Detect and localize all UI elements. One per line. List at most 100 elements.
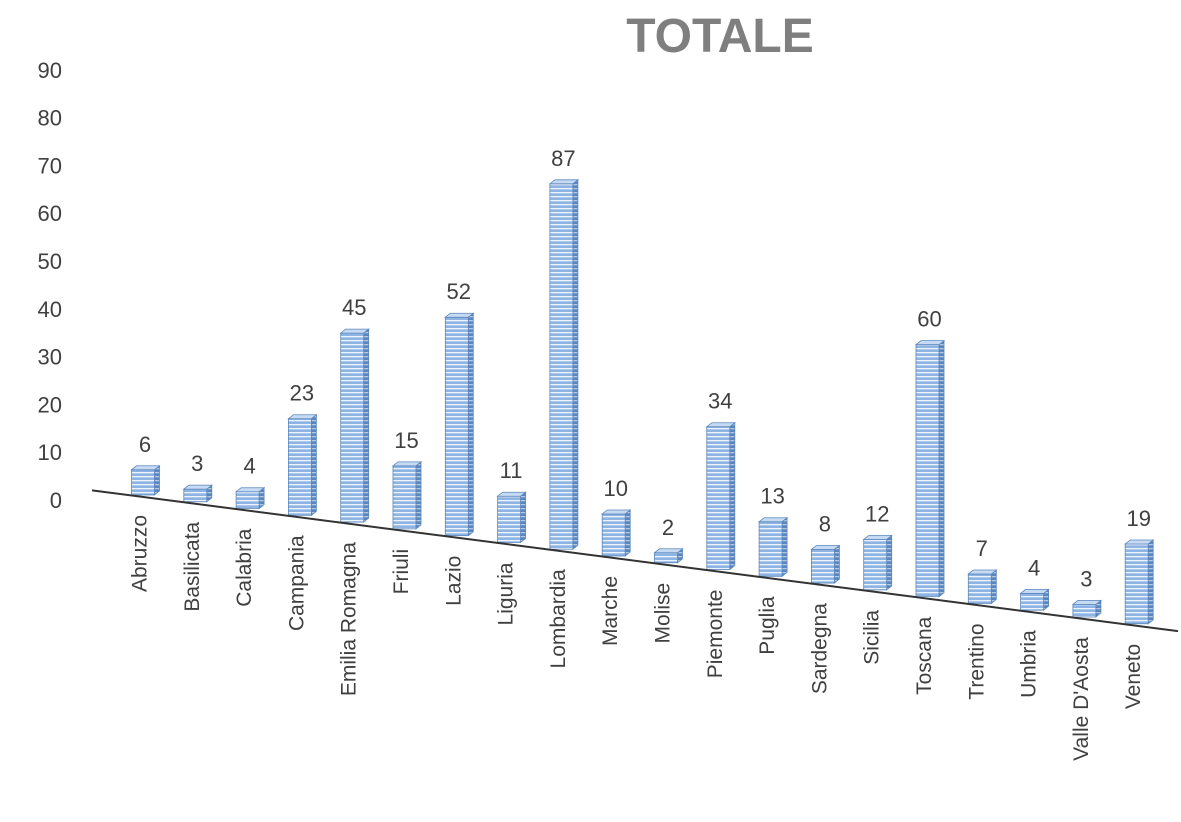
bar-top: [810, 545, 841, 550]
bar-front: [863, 539, 888, 591]
bar-front: [287, 418, 312, 516]
bar: [496, 491, 527, 544]
bar-front: [1124, 543, 1149, 625]
data-label: 4: [243, 454, 255, 479]
x-tick-label: Veneto: [1122, 644, 1145, 709]
bar-front: [497, 495, 522, 543]
bar-top: [601, 509, 632, 515]
bar-front: [1072, 603, 1097, 618]
x-tick-label: Trentino: [965, 623, 988, 699]
y-tick-label: 0: [50, 488, 62, 513]
bar-top: [757, 517, 789, 523]
bar-front: [444, 316, 469, 537]
bar-top: [1019, 589, 1050, 594]
bar-side: [990, 569, 997, 605]
bar-side: [520, 491, 526, 544]
bar: [1071, 599, 1103, 618]
y-tick-label: 30: [38, 345, 62, 370]
data-label: 34: [708, 389, 732, 414]
bar: [862, 534, 893, 591]
bar-side: [886, 534, 893, 591]
x-tick-label: Piemonte: [704, 590, 727, 679]
x-axis-line: [91, 489, 1179, 633]
x-tick-label: Toscana: [913, 616, 936, 695]
y-tick-label: 90: [38, 58, 62, 83]
bar: [444, 312, 475, 537]
data-label: 60: [917, 307, 941, 332]
bar-side: [572, 178, 579, 551]
x-tick-label: Friuli: [390, 549, 413, 595]
y-tick-label: 50: [38, 249, 62, 274]
bar-front: [131, 469, 155, 496]
bar: [810, 544, 841, 584]
bar-top: [653, 548, 684, 554]
bar: [339, 328, 370, 523]
bar-top: [705, 422, 736, 428]
x-tick-label: Campania: [285, 535, 308, 631]
bar-top: [862, 535, 893, 540]
bar-side: [729, 421, 736, 571]
bar: [548, 178, 580, 551]
bar-side: [781, 516, 788, 578]
bar-front: [549, 183, 574, 550]
bar-side: [1147, 539, 1154, 625]
bar-top: [967, 569, 998, 575]
data-label: 15: [394, 428, 418, 453]
bar-top: [287, 414, 318, 420]
x-tick-label: Liguria: [495, 562, 518, 625]
bar: [705, 421, 736, 571]
y-tick-label: 10: [38, 440, 62, 465]
bar-top: [182, 484, 213, 490]
bar-front: [915, 344, 940, 598]
bar: [757, 516, 789, 578]
data-label: 4: [1028, 555, 1040, 580]
bar-front: [654, 552, 678, 564]
x-tick-label: Basilicata: [181, 521, 204, 611]
bar-front: [967, 573, 992, 604]
bar-front: [706, 426, 731, 570]
bar: [182, 484, 213, 503]
bar-top: [1071, 599, 1103, 605]
bar-top: [444, 312, 475, 318]
bar-front: [183, 488, 208, 503]
bar-side: [624, 509, 631, 557]
x-tick-label: Sardegna: [808, 603, 831, 694]
y-tick-label: 20: [38, 392, 62, 417]
bars: [130, 178, 1155, 625]
bar: [1124, 539, 1155, 625]
bar-side: [834, 544, 840, 584]
bar: [914, 339, 946, 598]
bar-top: [339, 328, 370, 334]
bar-top: [548, 179, 580, 185]
bar-front: [340, 332, 365, 523]
bar-front: [758, 521, 783, 577]
y-tick-label: 70: [38, 153, 62, 178]
x-tick-label: Molise: [652, 583, 675, 644]
y-axis: 0 10 20 30 40 50 60 70 80 90: [38, 58, 62, 513]
bar-side: [310, 413, 317, 517]
bar: [287, 413, 318, 517]
bar-top: [1124, 539, 1155, 545]
bar: [234, 486, 266, 510]
bar-front: [811, 549, 835, 584]
x-tick-label: Puglia: [756, 596, 779, 655]
bar-front: [601, 513, 626, 557]
data-label: 52: [447, 279, 471, 304]
chart-title: TOTALE: [626, 10, 814, 63]
bar: [130, 464, 161, 496]
x-axis: Abruzzo Basilicata Calabria Campania Emilia …: [129, 515, 1146, 761]
bar: [601, 509, 632, 557]
bar-top: [391, 461, 423, 467]
y-tick-label: 80: [38, 106, 62, 131]
data-label: 6: [139, 432, 151, 457]
bar-side: [415, 461, 422, 530]
bar-side: [363, 328, 370, 523]
bar: [391, 461, 423, 530]
x-tick-label: Marche: [599, 576, 622, 646]
x-tick-label: Umbria: [1018, 630, 1041, 698]
bar: [1019, 588, 1050, 612]
data-label: 3: [191, 451, 203, 476]
data-label: 87: [551, 146, 575, 171]
bar-top: [496, 491, 527, 497]
bar-front: [1020, 593, 1044, 611]
